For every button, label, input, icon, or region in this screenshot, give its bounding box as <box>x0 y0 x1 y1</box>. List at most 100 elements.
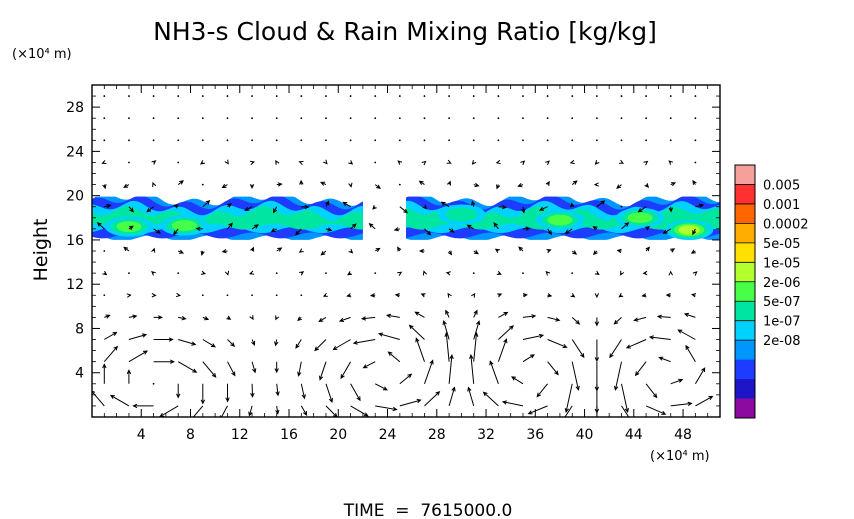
wind-vector <box>299 179 304 185</box>
wind-vector <box>564 228 573 234</box>
wind-vector <box>104 203 112 209</box>
wind-vector <box>387 351 401 363</box>
wind-vector <box>493 222 499 230</box>
wind-vector <box>620 95 623 97</box>
wind-vector <box>300 383 306 400</box>
cloud-core <box>171 220 197 231</box>
wind-vector <box>360 316 376 321</box>
wind-vector <box>472 139 475 142</box>
wind-vector <box>325 383 333 403</box>
wind-vector <box>596 200 606 208</box>
wind-vector <box>522 354 535 363</box>
wind-vector <box>482 391 499 407</box>
wind-vector <box>415 337 425 362</box>
wind-vector <box>423 117 426 120</box>
wind-vector <box>102 270 108 276</box>
wind-vector <box>320 250 327 256</box>
wind-vector <box>685 344 696 362</box>
wind-vector <box>295 228 302 236</box>
wind-vector <box>342 201 351 208</box>
wind-vector <box>325 95 327 97</box>
wind-vector <box>692 271 698 276</box>
wind-vector <box>123 246 130 252</box>
wind-vector <box>695 203 705 208</box>
wind-vector <box>200 383 206 405</box>
wind-vector <box>489 360 499 384</box>
wind-vector <box>520 160 526 166</box>
wind-vector <box>642 270 648 276</box>
wind-vector <box>202 339 217 348</box>
wind-vector <box>694 117 697 120</box>
colorbar-label: 5e-05 <box>763 237 801 252</box>
wind-vector <box>152 139 155 142</box>
wind-vector <box>96 222 105 230</box>
wind-vector <box>348 248 354 254</box>
y-tick-label: 12 <box>66 277 84 293</box>
wind-vector <box>633 316 647 322</box>
wind-vector <box>522 95 524 97</box>
wind-vector <box>126 369 132 384</box>
wind-vector <box>547 361 559 376</box>
wind-vector <box>152 95 155 97</box>
colorbar-swatch <box>735 359 755 380</box>
wind-vector <box>643 160 649 166</box>
colorbar-swatch <box>735 223 755 244</box>
wind-vector <box>301 204 310 210</box>
wind-vector <box>300 405 308 417</box>
wind-vector <box>103 294 106 297</box>
wind-vector <box>152 117 155 120</box>
wind-vector <box>669 139 672 142</box>
wind-vector <box>522 117 524 120</box>
y-tick-label: 28 <box>66 100 84 116</box>
wind-vector <box>251 294 253 297</box>
wind-vector <box>593 182 599 187</box>
wind-vector <box>694 161 697 164</box>
wind-vector <box>621 383 629 414</box>
wind-vector <box>398 183 401 186</box>
colorbar-label: 0.005 <box>763 178 800 193</box>
wind-vector <box>448 117 450 120</box>
wind-vector <box>644 183 650 188</box>
wind-vector <box>374 247 381 252</box>
wind-vector <box>103 345 119 363</box>
x-tick-label: 44 <box>625 427 643 443</box>
colorbar-swatch <box>735 262 755 283</box>
wind-vector <box>300 117 303 120</box>
wind-vector <box>273 206 278 214</box>
colorbar-swatch <box>735 184 755 205</box>
wind-vector <box>571 139 574 142</box>
wind-vector <box>662 228 671 234</box>
wind-vector <box>594 339 600 363</box>
wind-vector <box>394 293 400 298</box>
wind-vector <box>224 159 229 165</box>
wind-vector <box>670 248 676 253</box>
wind-vector <box>571 250 578 255</box>
wind-vector <box>621 405 630 417</box>
wind-vector <box>275 272 278 275</box>
wind-vector <box>668 160 674 165</box>
wind-vector <box>195 226 203 232</box>
wind-vector <box>695 395 714 407</box>
wind-vector <box>173 228 179 236</box>
wind-vector <box>595 95 598 97</box>
wind-vector <box>153 228 161 234</box>
colorbar: 0.005 0.001 0.0002 5e-05 1e-05 2e-06 5e-07 1e-0… <box>734 164 809 419</box>
wind-vector <box>349 139 352 142</box>
wind-vector <box>320 181 327 186</box>
wind-vector <box>151 270 156 276</box>
wind-vector <box>128 272 130 275</box>
wind-vector <box>473 249 479 255</box>
wind-vector <box>694 95 697 97</box>
wind-vector <box>338 316 351 322</box>
wind-vector <box>103 117 106 120</box>
cloud-contour-band <box>92 206 363 230</box>
wind-vector <box>153 359 175 364</box>
wind-vector <box>202 316 210 321</box>
wind-vector <box>176 383 181 399</box>
y-tick-label: 4 <box>75 366 84 382</box>
wind-vector <box>295 339 302 349</box>
wind-vector <box>694 367 706 385</box>
wind-vector <box>275 315 280 321</box>
wind-vector <box>202 200 211 208</box>
wind-vector <box>374 383 388 391</box>
